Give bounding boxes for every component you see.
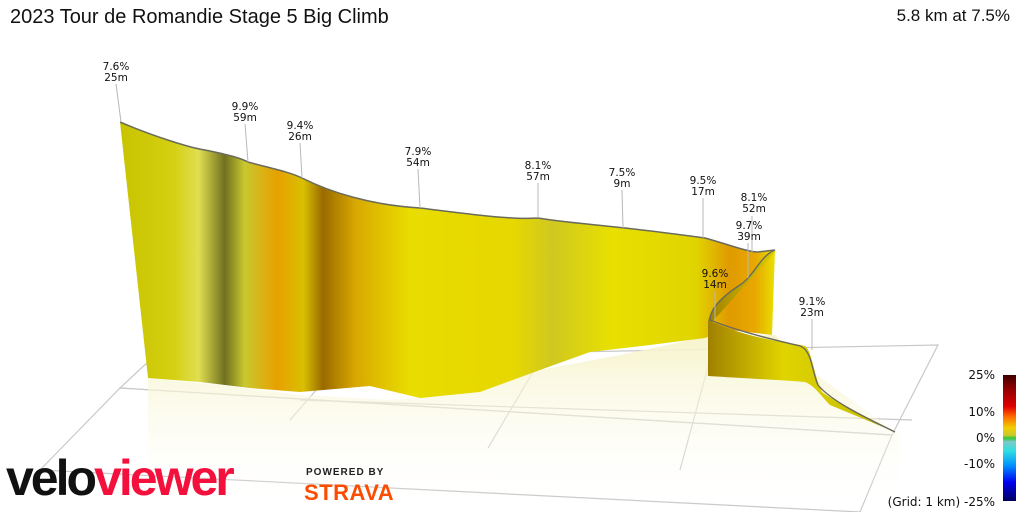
legend-tick-25: 25%	[968, 368, 995, 382]
annotation-4-length: 54m	[406, 157, 430, 169]
legend-tick-minus25: (Grid: 1 km) -25%	[888, 495, 995, 509]
annotation-8-gradient: 8.1%	[741, 192, 768, 204]
annotation-1-gradient: 7.6%	[103, 61, 130, 73]
annotation-3-length: 26m	[288, 131, 312, 143]
profile-wall	[120, 122, 775, 398]
annotation-6-length: 9m	[614, 178, 631, 190]
annotation-8-length: 52m	[742, 203, 766, 215]
legend-tick-10: 10%	[968, 405, 995, 419]
annotation-1-length: 25m	[104, 72, 128, 84]
climb-summary: 5.8 km at 7.5%	[896, 6, 1010, 25]
legend-tick-minus25-value: -25%	[963, 495, 995, 509]
annotation-10-gradient: 9.6%	[702, 268, 729, 280]
annotations: 7.6% 25m 9.9% 59m 9.4% 26m 7.9% 54m 8.1%…	[103, 61, 826, 319]
logo-viewer: viewer	[94, 450, 235, 506]
annotation-4-gradient: 7.9%	[405, 146, 432, 158]
profile-hairpin-wall	[708, 252, 895, 432]
annotation-7-length: 17m	[691, 186, 715, 198]
logo-velo: velo	[6, 450, 97, 506]
annotation-3-gradient: 9.4%	[287, 120, 314, 132]
annotation-2-gradient: 9.9%	[232, 101, 259, 113]
legend-tick-minus10: -10%	[963, 457, 995, 471]
annotation-10-length: 14m	[703, 279, 727, 291]
annotation-leaders	[115, 83, 813, 350]
annotation-9-gradient: 9.7%	[736, 220, 763, 232]
annotation-2-length: 59m	[233, 112, 257, 124]
legend-tick-0: 0%	[975, 431, 995, 445]
annotation-7-gradient: 9.5%	[690, 175, 717, 187]
strava-logo[interactable]: STRAVA	[304, 480, 395, 505]
profile-hairpin-edge	[709, 249, 896, 433]
veloviewer-logo[interactable]: veloviewer	[6, 450, 235, 506]
annotation-5-gradient: 8.1%	[525, 160, 552, 172]
gradient-color-scale	[1003, 375, 1016, 501]
annotation-9-length: 39m	[737, 231, 761, 243]
annotation-11-gradient: 9.1%	[799, 296, 826, 308]
annotation-6-gradient: 7.5%	[609, 167, 636, 179]
annotation-11-length: 23m	[800, 307, 824, 319]
chart-title: 2023 Tour de Romandie Stage 5 Big Climb	[10, 6, 389, 28]
grid-note: (Grid: 1 km)	[887, 495, 961, 509]
profile-reflection	[148, 335, 900, 512]
annotation-5-length: 57m	[526, 171, 550, 183]
profile-top-edge	[119, 121, 776, 253]
powered-by-label: POWERED BY	[306, 467, 385, 478]
